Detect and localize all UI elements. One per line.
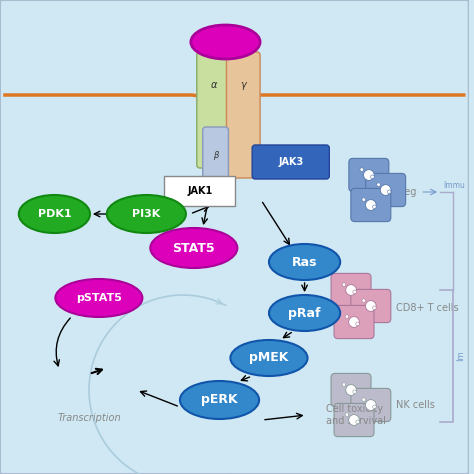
Circle shape (356, 420, 359, 424)
Ellipse shape (230, 340, 308, 376)
FancyBboxPatch shape (164, 176, 236, 206)
Circle shape (356, 322, 359, 326)
Text: pERK: pERK (201, 393, 238, 407)
Circle shape (377, 183, 380, 186)
Ellipse shape (55, 279, 142, 317)
Circle shape (362, 299, 365, 302)
Text: Im: Im (456, 351, 465, 361)
Circle shape (373, 205, 376, 209)
Text: pRaf: pRaf (288, 307, 321, 319)
Text: pSTAT5: pSTAT5 (76, 293, 122, 303)
Circle shape (373, 405, 376, 409)
Circle shape (345, 315, 349, 319)
Text: PI3K: PI3K (132, 209, 161, 219)
Ellipse shape (269, 244, 340, 280)
Text: γ: γ (240, 80, 246, 90)
Text: Transcription: Transcription (57, 413, 121, 423)
Ellipse shape (107, 195, 186, 233)
Circle shape (346, 384, 356, 395)
Circle shape (365, 400, 376, 410)
FancyBboxPatch shape (334, 305, 374, 338)
Circle shape (371, 175, 374, 179)
Ellipse shape (269, 295, 340, 331)
Circle shape (353, 390, 356, 393)
Text: α: α (210, 80, 217, 90)
Ellipse shape (19, 195, 90, 233)
Circle shape (349, 317, 359, 328)
Circle shape (360, 168, 364, 172)
Ellipse shape (180, 381, 259, 419)
Circle shape (362, 398, 365, 401)
FancyBboxPatch shape (331, 273, 371, 307)
Circle shape (365, 301, 376, 311)
Circle shape (364, 170, 374, 181)
Circle shape (380, 184, 391, 195)
FancyBboxPatch shape (203, 127, 228, 183)
Ellipse shape (191, 25, 260, 59)
Text: pMEK: pMEK (249, 352, 289, 365)
Text: JAK1: JAK1 (187, 186, 212, 196)
Text: Cell toxicity
and survival: Cell toxicity and survival (326, 404, 386, 426)
Text: IL-2: IL-2 (214, 37, 237, 47)
Circle shape (346, 284, 356, 295)
Text: Treg: Treg (395, 187, 416, 197)
Circle shape (349, 415, 359, 425)
Circle shape (362, 198, 365, 201)
FancyBboxPatch shape (351, 388, 391, 421)
Circle shape (345, 413, 349, 416)
FancyBboxPatch shape (349, 158, 389, 191)
Ellipse shape (150, 228, 237, 268)
Text: PDK1: PDK1 (37, 209, 71, 219)
Text: Immu: Immu (443, 181, 465, 190)
Text: Ras: Ras (292, 255, 317, 268)
FancyBboxPatch shape (197, 52, 230, 168)
Circle shape (387, 190, 391, 193)
FancyBboxPatch shape (331, 374, 371, 407)
Text: NK cells: NK cells (395, 400, 435, 410)
FancyBboxPatch shape (351, 188, 391, 222)
Circle shape (353, 290, 356, 293)
FancyBboxPatch shape (252, 145, 329, 179)
FancyBboxPatch shape (351, 290, 391, 323)
Text: JAK3: JAK3 (278, 157, 303, 167)
Circle shape (342, 383, 346, 386)
Text: β: β (213, 151, 218, 159)
FancyBboxPatch shape (334, 403, 374, 437)
Circle shape (373, 306, 376, 310)
FancyBboxPatch shape (365, 173, 406, 207)
Text: CD8+ T cells: CD8+ T cells (395, 303, 458, 313)
Circle shape (365, 200, 376, 210)
Text: STAT5: STAT5 (173, 241, 215, 255)
FancyBboxPatch shape (227, 52, 260, 178)
Circle shape (342, 283, 346, 286)
